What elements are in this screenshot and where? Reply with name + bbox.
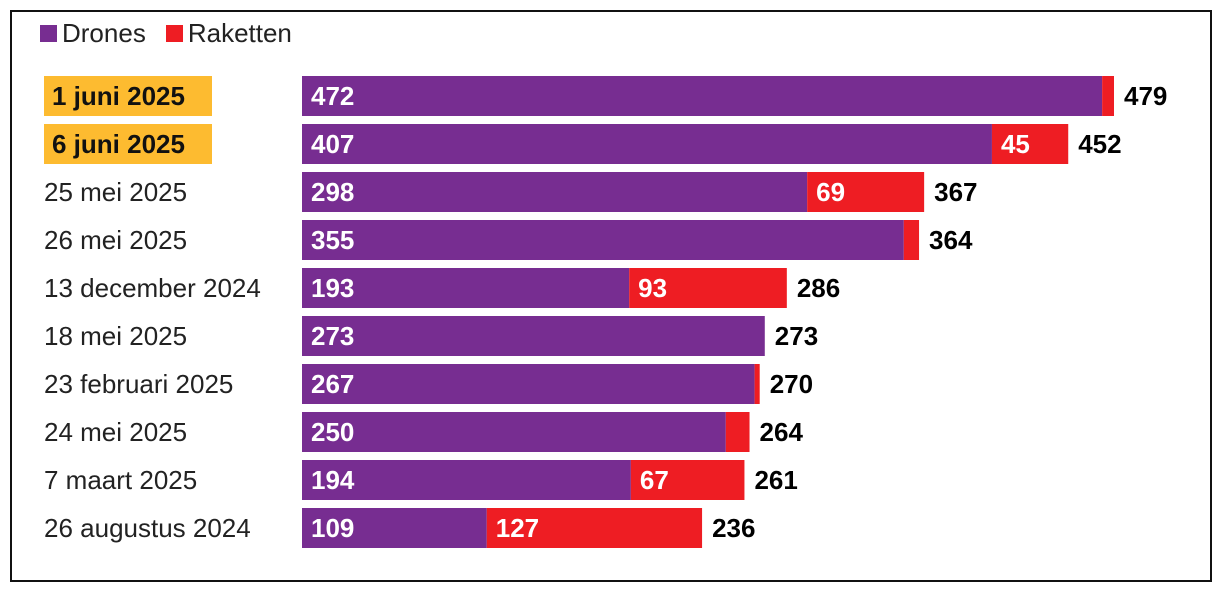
data-label-drones: 407 (311, 129, 354, 159)
legend-label-drones: Drones (62, 18, 146, 48)
category-label: 7 maart 2025 (44, 465, 197, 495)
category-label: 6 juni 2025 (52, 129, 185, 159)
data-label-raketten: 69 (816, 177, 845, 207)
data-label-drones: 267 (311, 369, 354, 399)
data-label-raketten: 45 (1001, 129, 1030, 159)
data-label-total: 452 (1078, 129, 1121, 159)
bar-raketten (1102, 76, 1114, 116)
bar-drones (302, 508, 487, 548)
data-label-total: 364 (929, 225, 973, 255)
category-label: 25 mei 2025 (44, 177, 187, 207)
legend-label-raketten: Raketten (187, 18, 292, 48)
bar-raketten (991, 124, 1069, 164)
data-label-raketten: 93 (638, 273, 667, 303)
legend-swatch-raketten (165, 25, 183, 42)
data-label-total: 273 (775, 321, 818, 351)
bar-drones (302, 220, 904, 260)
category-highlight (44, 124, 212, 164)
category-highlight (44, 76, 212, 116)
bar-raketten (807, 172, 925, 212)
data-label-total: 270 (770, 369, 813, 399)
data-label-drones: 194 (311, 465, 355, 495)
bar-drones (302, 364, 755, 404)
legend: Drones Raketten (40, 18, 312, 49)
data-label-drones: 472 (311, 81, 354, 111)
legend-item-raketten: Raketten (165, 18, 292, 49)
data-label-raketten: 127 (496, 513, 539, 543)
category-label: 23 februari 2025 (44, 369, 233, 399)
bar-raketten (725, 412, 750, 452)
category-label: 26 augustus 2024 (44, 513, 251, 543)
bar-drones (302, 316, 765, 356)
legend-item-drones: Drones (40, 18, 146, 49)
bar-raketten (486, 508, 703, 548)
data-label-total: 367 (934, 177, 977, 207)
data-label-total: 264 (760, 417, 804, 447)
bar-drones (302, 76, 1103, 116)
category-label: 18 mei 2025 (44, 321, 187, 351)
bar-raketten (629, 268, 787, 308)
data-label-total: 286 (797, 273, 840, 303)
bar-drones (302, 412, 726, 452)
data-label-total: 236 (712, 513, 755, 543)
data-label-drones: 250 (311, 417, 354, 447)
bar-drones (302, 268, 630, 308)
bar-raketten (630, 460, 745, 500)
data-label-total: 261 (754, 465, 797, 495)
data-label-drones: 273 (311, 321, 354, 351)
data-label-drones: 109 (311, 513, 354, 543)
bar-raketten (903, 220, 920, 260)
bar-drones (302, 172, 808, 212)
data-label-drones: 298 (311, 177, 354, 207)
data-label-drones: 355 (311, 225, 354, 255)
bar-drones (302, 124, 992, 164)
bar-raketten (754, 364, 760, 404)
category-label: 1 juni 2025 (52, 81, 185, 111)
data-label-raketten: 67 (640, 465, 669, 495)
data-label-drones: 193 (311, 273, 354, 303)
legend-swatch-drones (40, 25, 57, 42)
data-label-total: 479 (1124, 81, 1167, 111)
category-label: 13 december 2024 (44, 273, 261, 303)
bar-drones (302, 460, 631, 500)
category-label: 24 mei 2025 (44, 417, 187, 447)
category-label: 26 mei 2025 (44, 225, 187, 255)
